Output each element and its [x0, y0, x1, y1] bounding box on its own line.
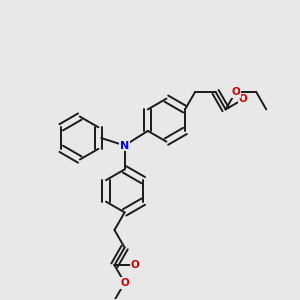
Text: O: O	[231, 87, 240, 97]
Text: O: O	[130, 260, 139, 270]
Text: N: N	[120, 140, 129, 151]
Text: O: O	[120, 278, 129, 288]
Text: O: O	[239, 94, 248, 104]
